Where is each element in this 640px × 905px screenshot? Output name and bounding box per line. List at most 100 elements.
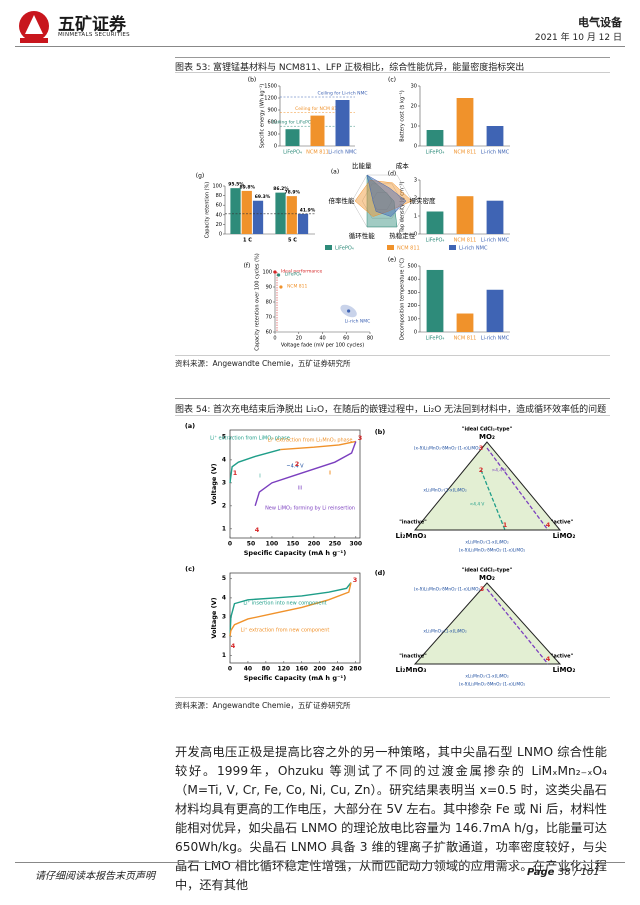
annotation: Li⁺ extraction from LiMO₂ phase	[210, 436, 290, 442]
annotation: Ceiling for LiFePO₄	[272, 120, 314, 126]
y-tick-label: 20	[216, 222, 222, 228]
panel-id: (d)	[375, 569, 386, 577]
path-line	[480, 469, 506, 531]
y-tick-label: 0	[219, 232, 222, 238]
x-tick-label: Li-rich NMC	[481, 150, 510, 156]
y-tick-label: 1	[414, 214, 417, 220]
x-tick-label: 5 C	[288, 238, 297, 244]
x-axis-title: Specific Capacity (mA h g⁻¹)	[244, 549, 346, 557]
point-number: 3	[479, 444, 484, 452]
vertex-note: "active"	[551, 520, 574, 526]
curve	[229, 448, 281, 483]
x-tick-label: LiFePO₄	[426, 336, 445, 342]
y-tick-label: 1	[222, 525, 226, 532]
panel-id: (b)	[375, 428, 386, 436]
value-label: 69.3%	[255, 194, 271, 200]
panel-id: (a)	[185, 422, 195, 430]
rule	[175, 398, 610, 399]
annotation: Li⁺ extraction from new component	[241, 628, 330, 634]
page-word: Page	[527, 867, 555, 878]
path-line	[486, 447, 549, 531]
curve	[229, 582, 352, 637]
bar	[486, 126, 504, 146]
rule	[175, 355, 610, 356]
x-tick-label: NCM 811	[454, 238, 477, 244]
company-en: MINMETALS SECURITIES	[58, 32, 130, 38]
value-label: 86.2%	[273, 186, 289, 192]
bar	[456, 98, 474, 146]
point-number: 3	[480, 585, 485, 593]
y-tick-label: 3	[414, 178, 417, 184]
x-tick-label: 50	[247, 541, 255, 548]
annotation: Li⁺ extraction from Li₂MnO₃ phase	[268, 438, 353, 444]
x-tick-label: Li-rich NMC	[328, 150, 357, 156]
y-tick-label: 70	[266, 315, 272, 321]
point-number: 2	[479, 466, 484, 474]
x-tick-label: 280	[349, 666, 362, 673]
x-tick-label: Li-rich NMC	[481, 336, 510, 342]
edge-label: xLi₂MnO₃·(1-x)LiMO₂	[423, 488, 467, 494]
panel-id: (b)	[248, 77, 257, 84]
y-axis-title: Voltage (V)	[210, 463, 218, 504]
y-tick-label: 100	[212, 184, 222, 190]
panel-id: (c)	[185, 565, 195, 573]
x-tick-label: 80	[367, 336, 373, 342]
bar	[252, 200, 264, 234]
edge-label: xLi₂MnO₃·(1-x)LiMO₂	[465, 674, 509, 680]
x-tick-label: 40	[319, 336, 325, 342]
y-tick-label: 3	[222, 479, 226, 486]
x-tick-label: NCM 811	[454, 150, 477, 156]
point-number: 4	[546, 521, 551, 529]
x-tick-label: 100	[266, 541, 279, 548]
sector: 电气设备	[578, 16, 622, 29]
x-tick-label: LiFePO₄	[426, 238, 445, 244]
y-tick-label: 20	[411, 104, 417, 110]
rule	[15, 862, 625, 863]
point-label: LiFePO₄	[285, 272, 302, 278]
point	[276, 273, 281, 277]
radar-axis-label: 比能量	[352, 161, 372, 170]
y-tick-label: 2	[222, 502, 226, 509]
x-tick-label: 80	[262, 666, 270, 673]
x-tick-label: NCM 811	[454, 336, 477, 342]
x-tick-label: 60	[343, 336, 349, 342]
x-tick-label: NCM 811	[306, 150, 329, 156]
edge-label: (x-δ)Li₂MnO₃·δMnO₂·(1-x)LiMO₂	[414, 587, 481, 593]
point-label: Ideal performance	[281, 269, 322, 275]
y-tick-label: 300	[407, 290, 417, 296]
legend-swatch	[449, 245, 456, 250]
panel-id: (e)	[388, 257, 396, 264]
bar	[241, 190, 252, 234]
value-label: 41.9%	[300, 207, 316, 213]
point-number: 3	[358, 434, 363, 442]
y-axis-title: Capacity retention over 100 cycles (%)	[255, 253, 261, 351]
y-tick-label: 80	[266, 300, 272, 306]
y-tick-label: 1500	[264, 84, 277, 90]
bar	[230, 188, 241, 234]
panel-id: (c)	[388, 77, 396, 84]
figure-title: 富锂锰基材料与 NCM811、LFP 正极相比，综合性能优异，能量密度指标突出	[213, 63, 525, 73]
footer-notice: 请仔细阅读本报告末页声明	[35, 871, 155, 882]
y-tick-label: 1200	[264, 96, 277, 102]
figure-title: 首次充电结束后浄脱出 Li₂O，在随后的嵌锂过程中，Li₂O 无法回到材料中，造…	[213, 405, 607, 415]
y-tick-label: 1	[222, 652, 226, 659]
x-tick-label: 300	[350, 541, 363, 548]
point-number: 1	[233, 469, 238, 477]
radar-axis-label: 成本	[396, 161, 410, 170]
y-tick-label: 5	[222, 433, 226, 440]
x-tick-label: 120	[278, 666, 291, 673]
x-tick-label: 150	[287, 541, 300, 548]
x-tick-label: 250	[329, 541, 342, 548]
x-tick-label: 0	[228, 666, 232, 673]
bar	[310, 115, 325, 146]
plot-frame	[229, 429, 361, 539]
source: 资料来源：Angewandte Chemie，五矿证券研究所	[175, 359, 351, 368]
edge-label: (x-δ)Li₂MnO₃·δMnO₂·(1-x)LiMO₂	[414, 446, 481, 452]
radar-area	[366, 174, 398, 228]
bar	[456, 313, 474, 332]
source: 资料来源：Angewandte Chemie，五矿证券研究所	[175, 701, 351, 710]
y-axis-title: Voltage (V)	[210, 597, 218, 638]
vertex-note: "inactive"	[399, 520, 427, 526]
